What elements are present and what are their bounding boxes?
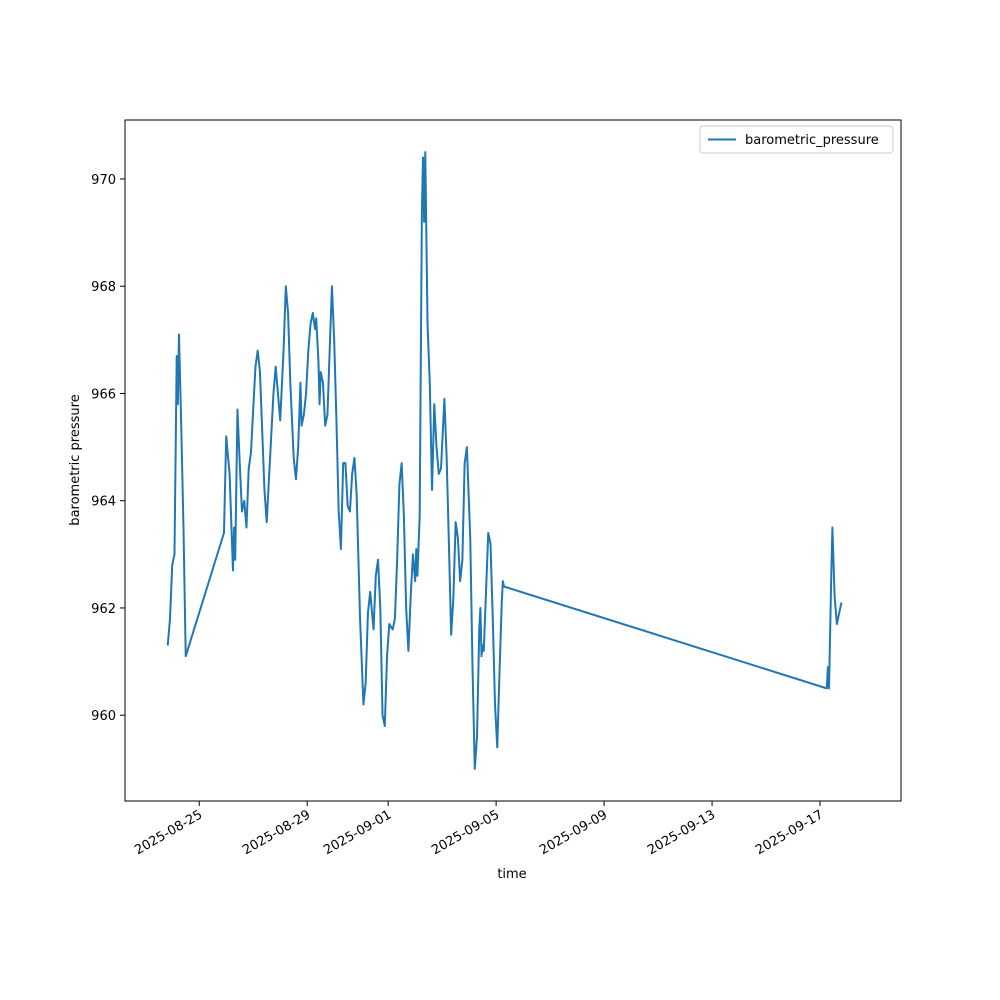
plot-area-frame (124, 119, 902, 802)
x-tick-label: 2025-08-29 (240, 807, 313, 858)
x-axis-ticks: 2025-08-25 2025-08-29 2025-09-01 2025-09-05… (132, 801, 826, 858)
x-tick-label: 2025-09-01 (321, 807, 394, 858)
y-tick-label: 964 (91, 495, 116, 510)
y-tick-label: 960 (91, 709, 116, 724)
x-tick-label: 2025-09-09 (537, 807, 610, 858)
y-axis-label: barometric pressure (68, 394, 83, 525)
y-tick-label: 970 (91, 173, 116, 188)
x-tick-label: 2025-09-05 (429, 807, 502, 858)
x-axis-label: time (497, 867, 526, 882)
x-tick-label: 2025-09-13 (645, 807, 718, 858)
legend: barometric_pressure (699, 125, 894, 154)
y-tick-label: 966 (91, 387, 116, 402)
series-line-barometric-pressure (166, 151, 843, 770)
legend-box (699, 125, 894, 154)
x-tick-label: 2025-08-25 (132, 807, 205, 858)
plot-line-layer (166, 151, 843, 770)
y-tick-label: 968 (91, 280, 116, 295)
legend-label: barometric_pressure (745, 133, 879, 148)
y-axis-ticks: 960 962 964 966 968 970 (91, 173, 125, 724)
x-tick-label: 2025-09-17 (753, 807, 826, 858)
y-tick-label: 962 (91, 602, 116, 617)
